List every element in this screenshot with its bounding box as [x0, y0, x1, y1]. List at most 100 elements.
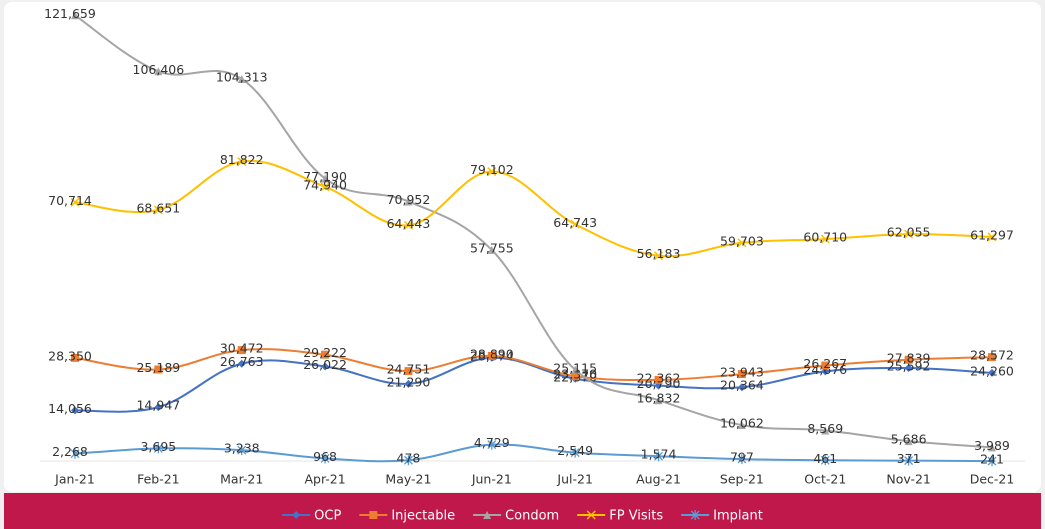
marker — [988, 353, 996, 362]
series-line — [74, 443, 993, 463]
legend-item: Implant — [681, 509, 763, 524]
series-line — [74, 348, 993, 382]
marker — [904, 229, 914, 239]
data-label: 2,549 — [557, 443, 593, 458]
marker — [71, 406, 79, 415]
data-label: 5,686 — [891, 432, 927, 447]
x-tick-label: Jan-21 — [54, 472, 95, 487]
series-line — [74, 356, 993, 413]
marker — [153, 443, 163, 454]
marker — [237, 445, 247, 456]
marker — [321, 174, 330, 183]
marker — [154, 365, 163, 374]
marker — [737, 383, 746, 392]
marker — [237, 359, 246, 368]
data-label: 59,703 — [720, 233, 764, 248]
data-label: 968 — [313, 449, 337, 464]
data-label: 28,572 — [970, 348, 1014, 363]
data-label: 24,751 — [387, 362, 431, 377]
data-label: 81,822 — [220, 152, 264, 167]
marker — [154, 67, 163, 76]
data-label: 25,189 — [136, 360, 180, 375]
legend-item: Condom — [473, 509, 559, 524]
marker — [654, 375, 663, 384]
marker — [904, 355, 913, 364]
data-label: 24,260 — [970, 363, 1014, 378]
marker — [988, 368, 996, 377]
data-label: 3,238 — [224, 441, 260, 456]
data-label: 3,695 — [140, 439, 176, 454]
marker — [821, 426, 830, 435]
legend-item: OCP — [282, 509, 341, 524]
marker — [737, 238, 747, 248]
data-label: 3,989 — [974, 438, 1010, 453]
data-label: 29,222 — [303, 345, 347, 360]
marker — [570, 447, 580, 458]
data-label: 64,443 — [387, 216, 431, 231]
data-label: 16,832 — [637, 391, 681, 406]
data-label: 74,940 — [303, 177, 347, 192]
marker — [570, 219, 580, 229]
marker — [654, 396, 663, 405]
data-label: 14,056 — [48, 401, 92, 416]
data-label: 25,115 — [553, 360, 597, 375]
data-label: 28,890 — [470, 346, 514, 361]
marker — [487, 167, 497, 177]
data-label: 106,406 — [133, 62, 185, 77]
data-label: 4,729 — [474, 435, 510, 450]
marker — [904, 364, 913, 373]
marker — [737, 454, 747, 465]
x-tick-label: Mar-21 — [220, 472, 263, 487]
marker — [737, 370, 746, 379]
marker — [292, 511, 301, 519]
marker — [487, 439, 497, 450]
marker — [369, 511, 378, 519]
x-tick-label: Jun-21 — [471, 472, 512, 487]
marker — [586, 510, 596, 520]
x-tick-label: Oct-21 — [804, 472, 846, 487]
data-label: 23,943 — [720, 365, 764, 380]
data-label: 104,313 — [216, 69, 268, 84]
marker — [654, 251, 664, 261]
data-label: 10,062 — [720, 416, 764, 431]
marker — [487, 245, 496, 254]
data-label: 21,290 — [387, 374, 431, 389]
data-label: 60,710 — [803, 230, 847, 245]
x-tick-label: Sep-21 — [720, 472, 764, 487]
x-tick-label: Dec-21 — [970, 472, 1015, 487]
marker — [320, 182, 330, 192]
data-label: 1,574 — [641, 447, 677, 462]
legend-label: Injectable — [391, 509, 455, 524]
marker — [321, 350, 330, 359]
marker — [70, 197, 80, 207]
data-label: 2,268 — [52, 444, 88, 459]
marker — [737, 421, 746, 430]
marker — [690, 510, 700, 520]
data-label: 8,569 — [807, 421, 843, 436]
legend: OCP Injectable Condom FP Visits Implant — [282, 509, 763, 524]
data-label: 61,297 — [970, 227, 1014, 242]
data-label: 28,350 — [48, 348, 92, 363]
data-label: 121,659 — [44, 6, 96, 21]
marker — [571, 365, 580, 374]
data-label: 241 — [980, 452, 1004, 467]
data-label: 797 — [730, 450, 754, 465]
marker — [237, 74, 246, 83]
marker — [154, 403, 163, 412]
data-label: 62,055 — [887, 225, 931, 240]
legend-item: Injectable — [359, 509, 455, 524]
marker — [404, 197, 413, 206]
data-label: 20,364 — [720, 378, 764, 393]
marker — [403, 220, 413, 230]
data-label: 79,102 — [470, 162, 514, 177]
legend-label: OCP — [314, 509, 341, 524]
data-label: 26,267 — [803, 356, 847, 371]
marker — [571, 372, 580, 381]
data-label: 371 — [897, 451, 921, 466]
legend-label: Condom — [505, 509, 559, 524]
x-tick-label: Apr-21 — [304, 472, 345, 487]
marker — [987, 232, 997, 242]
data-label: 56,183 — [637, 246, 681, 261]
marker — [487, 351, 496, 360]
marker — [71, 11, 79, 20]
